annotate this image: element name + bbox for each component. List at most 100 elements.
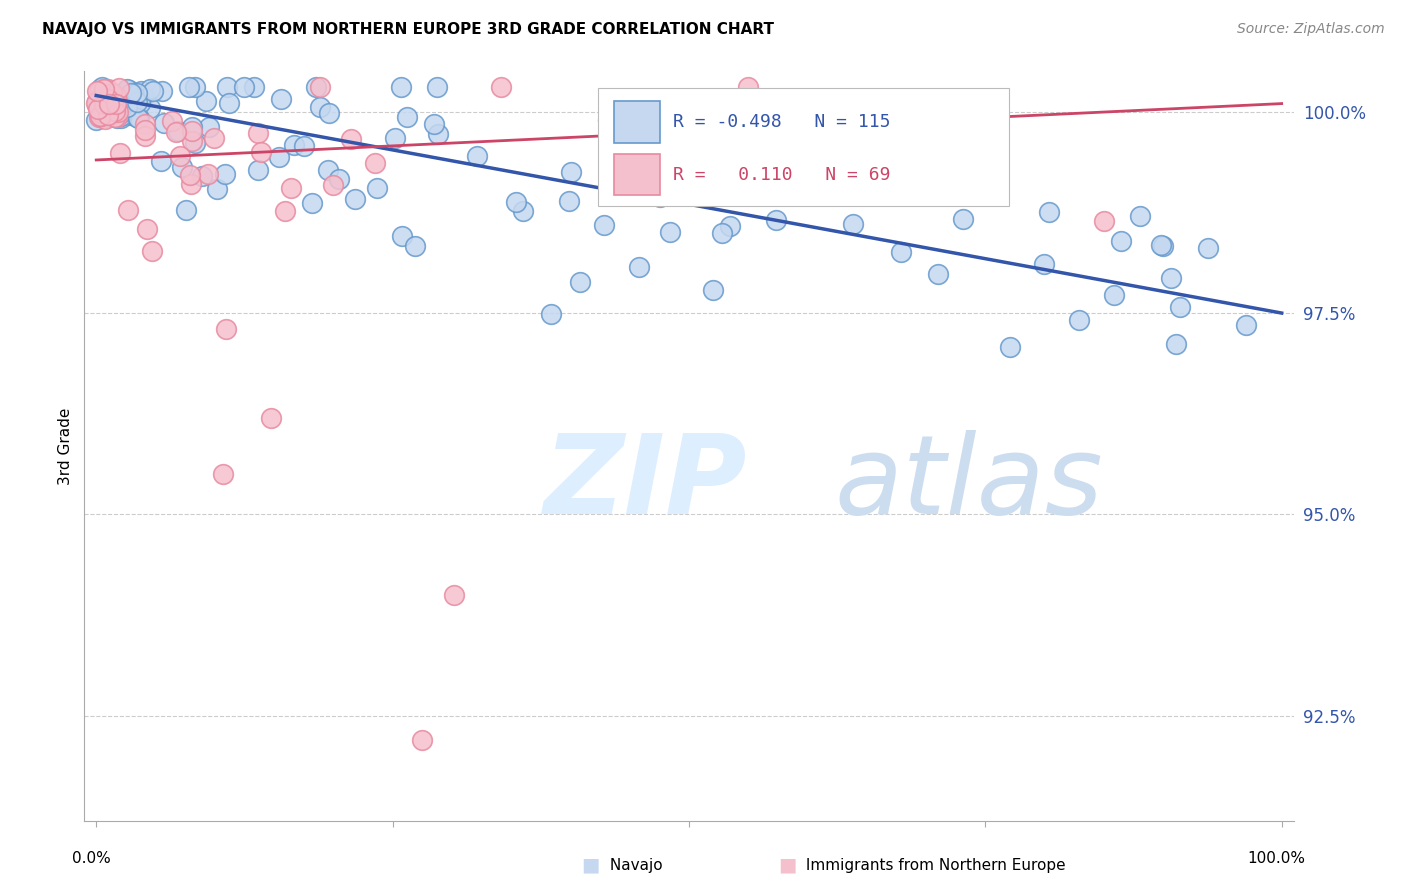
Point (127, 111, 149, 125)
Point (134, 87, 156, 102)
Point (90, 110, 112, 124)
Point (648, 190, 671, 204)
Point (411, 733, 433, 747)
Point (267, 149, 290, 163)
Point (1033, 256, 1056, 270)
Point (167, 124, 190, 138)
Point (103, 100, 125, 114)
Point (139, 82, 162, 96)
Point (190, 169, 212, 183)
Point (86, 84, 108, 98)
Point (1092, 213, 1115, 227)
Point (97, 92, 120, 106)
Point (153, 116, 176, 130)
Point (97, 90, 120, 104)
Point (89, 81, 111, 95)
Point (86, 96, 108, 111)
Text: R = -0.498   N = 115: R = -0.498 N = 115 (673, 113, 891, 131)
Point (101, 107, 124, 121)
Point (737, 80, 759, 95)
Point (1160, 271, 1182, 285)
Point (505, 194, 527, 209)
Point (1150, 237, 1173, 252)
Point (86, 94, 108, 108)
Point (1234, 318, 1257, 332)
Point (202, 131, 225, 145)
Point (205, 182, 228, 196)
Point (180, 177, 202, 191)
Point (322, 178, 344, 193)
Point (110, 111, 132, 125)
Point (96, 107, 118, 121)
Point (110, 97, 132, 112)
Point (112, 95, 135, 110)
Point (1164, 337, 1187, 351)
Point (136, 222, 159, 236)
Point (426, 80, 449, 95)
Point (96, 110, 118, 124)
Point (134, 129, 156, 144)
Point (129, 84, 152, 98)
Point (765, 213, 787, 227)
Point (318, 106, 340, 120)
Point (134, 123, 156, 137)
Point (212, 467, 235, 482)
Point (628, 260, 651, 275)
Text: 0.0%: 0.0% (72, 851, 111, 865)
Point (328, 172, 350, 186)
Point (465, 148, 488, 162)
Point (280, 181, 302, 195)
Point (93, 93, 115, 107)
Point (1168, 300, 1191, 314)
Point (101, 87, 124, 101)
Point (104, 110, 127, 124)
Point (104, 90, 127, 104)
Point (90, 106, 112, 120)
Point (702, 283, 724, 297)
Text: Navajo: Navajo (605, 858, 662, 872)
Point (1038, 204, 1060, 219)
Point (391, 229, 413, 244)
Point (93, 81, 115, 95)
Point (181, 124, 204, 138)
Point (270, 92, 292, 106)
Point (96, 103, 118, 117)
Point (87, 102, 110, 116)
Text: 100.0%: 100.0% (1247, 851, 1306, 865)
Point (174, 202, 197, 217)
Point (93, 96, 115, 111)
Point (309, 100, 332, 114)
Point (118, 83, 141, 97)
Point (340, 132, 363, 146)
Point (105, 110, 128, 124)
Point (232, 80, 254, 95)
Point (104, 89, 127, 103)
Point (246, 163, 269, 178)
Point (120, 108, 142, 122)
Point (142, 84, 165, 98)
Point (184, 136, 207, 151)
Point (404, 239, 426, 253)
Point (218, 96, 240, 111)
Text: ■: ■ (581, 855, 600, 875)
Point (247, 126, 270, 140)
Point (309, 80, 332, 95)
Point (596, 113, 619, 128)
Point (569, 275, 592, 289)
Point (104, 103, 127, 118)
Point (443, 588, 465, 602)
Text: R =   0.110   N = 69: R = 0.110 N = 69 (673, 166, 891, 184)
Point (960, 164, 983, 178)
Point (1102, 288, 1125, 302)
Point (215, 80, 238, 95)
Point (131, 89, 153, 103)
Point (273, 203, 295, 218)
Point (97, 108, 120, 122)
Point (659, 225, 682, 239)
Point (120, 86, 142, 100)
Point (91, 105, 114, 120)
Point (215, 322, 238, 336)
Point (162, 114, 184, 128)
Point (952, 212, 974, 227)
Point (181, 120, 204, 134)
